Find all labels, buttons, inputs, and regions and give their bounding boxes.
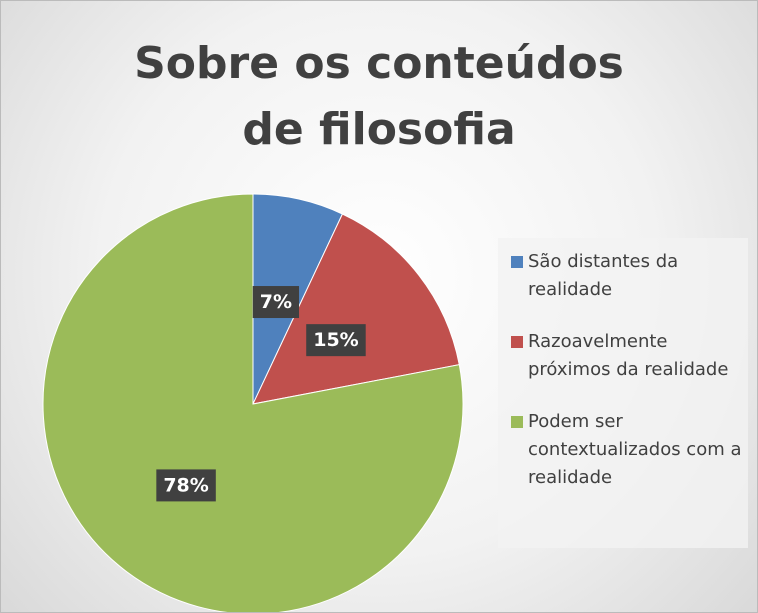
legend-entry: Razoavelmente próximos da realidade — [498, 328, 748, 384]
chart-title: Sobre os conteúdos de filosofia — [134, 38, 624, 155]
legend-entry: São distantes da realidade — [498, 248, 748, 304]
legend-label: Podem ser contextualizados com a realida… — [528, 411, 742, 488]
legend-label: Razoavelmente próximos da realidade — [528, 331, 729, 380]
pie-slice — [252, 213, 460, 405]
legend-swatch — [511, 256, 523, 268]
legend-swatch — [511, 336, 523, 348]
legend-label: São distantes da realidade — [528, 251, 679, 300]
legend-entry: Podem ser contextualizados com a realida… — [498, 408, 748, 492]
data-label-box — [156, 469, 216, 502]
data-label-text: 7% — [260, 291, 292, 313]
data-label-text: 15% — [313, 329, 358, 351]
data-label-box — [252, 286, 300, 319]
data-label: 78% — [156, 469, 216, 502]
data-label-box — [306, 324, 366, 357]
legend-swatch — [511, 416, 523, 428]
data-label: 15% — [306, 324, 366, 357]
data-label: 7% — [252, 286, 300, 319]
legend: São distantes da realidade Razoavelmente … — [498, 238, 748, 548]
pie-slice — [42, 193, 464, 612]
data-label-text: 78% — [163, 474, 208, 496]
